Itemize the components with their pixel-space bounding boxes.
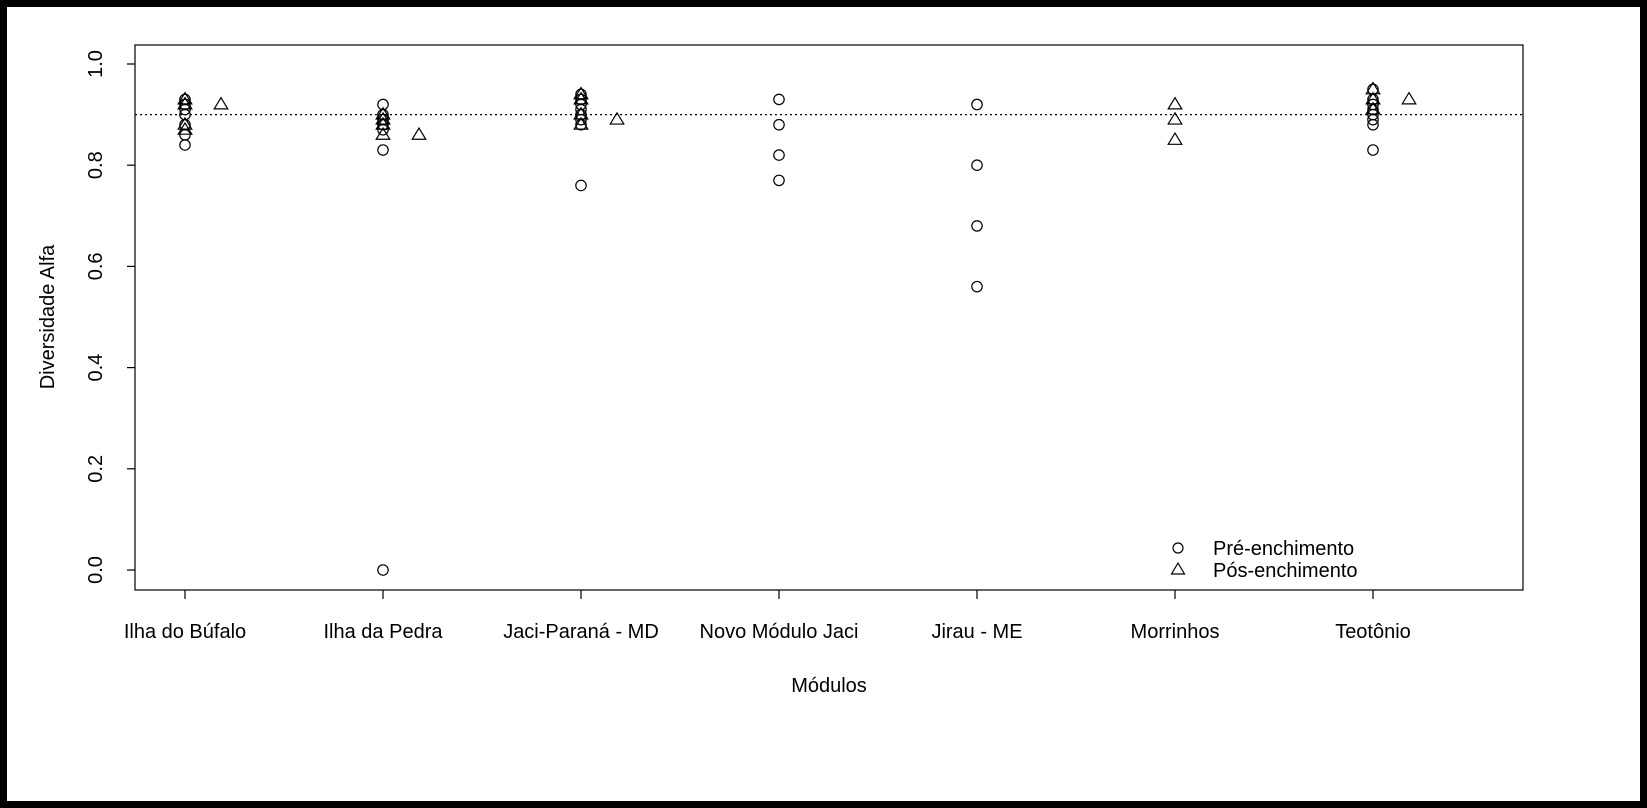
data-point-triangle xyxy=(375,106,391,120)
y-tick-label: 0.0 xyxy=(85,556,107,584)
data-point-triangle xyxy=(375,126,391,140)
data-point-circle xyxy=(179,93,191,106)
y-axis-label: Diversidade Alfa xyxy=(37,244,59,389)
data-point-triangle xyxy=(1365,101,1381,115)
y-tick-label: 0.2 xyxy=(85,455,107,483)
data-point-circle xyxy=(773,93,785,106)
x-axis: Ilha do Búfalo Ilha da Pedra Jaci-Paraná -… xyxy=(124,590,1411,643)
data-point-circle xyxy=(377,113,389,126)
data-point-circle xyxy=(971,220,983,232)
legend-label-pre: Pré-enchimento xyxy=(1213,538,1354,560)
data-point-circle xyxy=(179,98,191,111)
data-point-circle xyxy=(575,93,587,106)
y-axis: 0.0 0.2 0.4 0.6 0.8 1.0 xyxy=(85,50,135,584)
x-tick-label: Jirau - ME xyxy=(931,621,1022,643)
x-axis-label: Módulos xyxy=(791,675,867,697)
x-tick-label: Ilha do Búfalo xyxy=(124,621,246,643)
x-tick-label: Novo Módulo Jaci xyxy=(700,621,859,643)
y-tick-label: 0.8 xyxy=(85,151,107,179)
data-point-triangle xyxy=(1365,91,1381,105)
data-point-circle xyxy=(971,98,983,111)
data-point-circle xyxy=(575,88,587,101)
x-tick-label: Ilha da Pedra xyxy=(324,621,444,643)
data-point-triangle xyxy=(1365,81,1381,95)
data-point-triangle xyxy=(573,116,589,130)
data-point-circle xyxy=(377,98,389,111)
data-point-triangle xyxy=(411,126,427,140)
data-point-circle xyxy=(971,159,983,171)
data-point-triangle xyxy=(177,91,193,105)
x-tick-label: Morrinhos xyxy=(1131,621,1220,643)
data-point-triangle xyxy=(573,106,589,120)
data-point-circle xyxy=(1367,83,1379,96)
data-point-circle xyxy=(773,174,785,187)
data-point-circle xyxy=(1367,144,1379,156)
data-point-circle xyxy=(1367,98,1379,111)
data-point-circle xyxy=(773,149,785,161)
data-point-triangle xyxy=(1167,111,1183,125)
data-point-triangle xyxy=(1167,96,1183,110)
legend-circle-marker xyxy=(1172,542,1184,554)
data-point-triangle xyxy=(213,96,229,110)
y-tick-label: 0.4 xyxy=(85,354,107,382)
data-point-circle xyxy=(179,129,191,141)
data-point-triangle xyxy=(177,116,193,130)
data-point-circle xyxy=(179,139,191,151)
x-tick-label: Jaci-Paraná - MD xyxy=(503,621,659,643)
plot-box xyxy=(134,44,1524,591)
x-tick-label: Teotônio xyxy=(1335,621,1411,643)
data-point-circle xyxy=(377,564,389,576)
scatter-chart: 0.0 0.2 0.4 0.6 0.8 1.0 Ilha do Búfalo Ilha da… xyxy=(37,44,1524,697)
data-point-circle xyxy=(377,144,389,156)
y-tick-label: 1.0 xyxy=(85,50,107,78)
data-point-triangle xyxy=(609,111,625,125)
data-point-circle xyxy=(575,179,587,192)
chart-frame: 0.0 0.2 0.4 0.6 0.8 1.0 Ilha do Búfalo Ilha da… xyxy=(7,7,1640,801)
points-layer xyxy=(177,81,1417,576)
legend-label-pos: Pós-enchimento xyxy=(1213,560,1358,582)
data-point-triangle xyxy=(573,86,589,100)
legend: Pré-enchimento Pós-enchimento xyxy=(1170,538,1358,582)
legend-triangle-marker xyxy=(1170,561,1186,575)
data-point-circle xyxy=(773,118,785,131)
data-point-circle xyxy=(971,280,983,293)
data-point-triangle xyxy=(1401,91,1417,105)
y-tick-label: 0.6 xyxy=(85,252,107,280)
data-point-triangle xyxy=(1167,131,1183,145)
